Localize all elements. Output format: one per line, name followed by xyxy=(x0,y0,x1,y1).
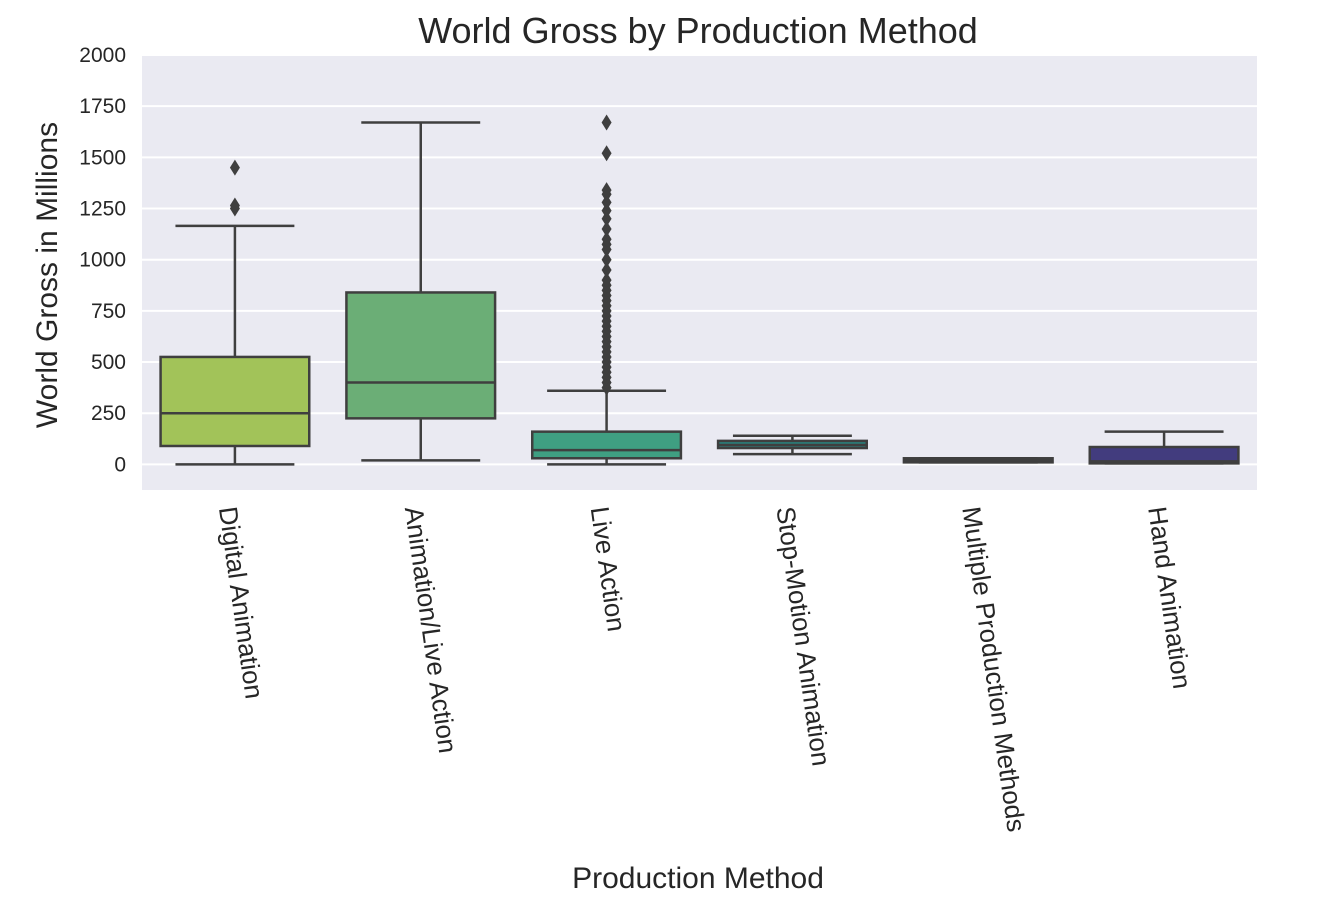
chart-title: World Gross by Production Method xyxy=(418,10,978,51)
outlier-point xyxy=(601,231,612,248)
y-tick-label: 1750 xyxy=(79,95,126,118)
box xyxy=(1088,445,1240,465)
outlier-point xyxy=(229,159,240,176)
x-tick-label: Multiple Production Methods xyxy=(956,505,1031,834)
box xyxy=(345,291,497,420)
outlier-point xyxy=(601,202,612,219)
y-tick-label: 1250 xyxy=(79,198,126,221)
x-axis-ticks: Digital Animation Animation/Live Action Li… xyxy=(213,505,1197,834)
outlier-point xyxy=(601,251,612,268)
x-tick-label: Animation/Live Action xyxy=(399,505,463,755)
outlier-point xyxy=(601,145,612,162)
outlier-point xyxy=(601,114,612,131)
outlier-point xyxy=(601,221,612,237)
gridlines xyxy=(142,54,1257,466)
y-axis-label: World Gross in Millions xyxy=(31,122,64,428)
y-tick-label: 0 xyxy=(114,453,126,476)
y-tick-label: 1500 xyxy=(79,146,126,169)
boxes xyxy=(159,114,1240,466)
outlier-point xyxy=(601,272,612,289)
box-group xyxy=(716,434,868,456)
x-tick-label: Live Action xyxy=(585,505,632,634)
outlier-point xyxy=(601,182,612,199)
box-group xyxy=(345,121,497,462)
y-tick-label: 750 xyxy=(91,300,126,323)
x-tick-label: Stop-Motion Animation xyxy=(770,505,836,768)
box-group xyxy=(159,159,311,466)
box-group xyxy=(902,457,1054,464)
x-tick-label: Hand Animation xyxy=(1142,505,1197,691)
y-tick-label: 250 xyxy=(91,402,126,425)
outlier-point xyxy=(601,194,612,211)
y-tick-label: 500 xyxy=(91,351,126,374)
outlier-point xyxy=(229,197,240,214)
y-axis-ticks: 0 250 500 750 1000 1250 1500 1750 2000 xyxy=(79,44,126,476)
x-axis-label: Production Method xyxy=(572,862,824,895)
box xyxy=(159,355,311,448)
outlier-point xyxy=(601,210,612,227)
outlier-point xyxy=(601,261,612,278)
box xyxy=(531,430,683,460)
y-tick-label: 1000 xyxy=(79,249,126,272)
box-group xyxy=(1088,430,1240,465)
box-group xyxy=(531,114,683,466)
plot-area xyxy=(142,55,1257,490)
x-tick-label: Digital Animation xyxy=(213,505,270,701)
y-tick-label: 2000 xyxy=(79,44,126,67)
